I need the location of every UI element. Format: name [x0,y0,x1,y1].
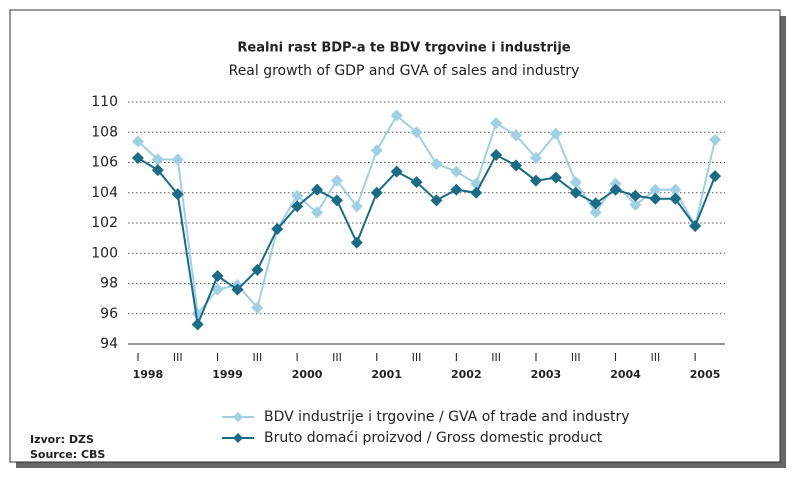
point [649,183,662,196]
y-tick-label: 108 [91,124,118,140]
point [330,194,343,207]
point [291,189,304,202]
point [609,177,622,190]
point [450,183,463,196]
year-label: 2001 [371,368,402,381]
year-label: 2004 [610,368,641,381]
year-label: 1999 [212,368,243,381]
point [390,165,403,178]
y-tick-label: 100 [91,245,118,261]
point [330,174,343,187]
point [490,117,503,130]
point [211,269,224,282]
point [311,206,324,219]
year-label: 2005 [690,368,721,381]
point [689,220,702,233]
x-tick-label: III [412,351,422,364]
point [649,192,662,205]
point [669,192,682,205]
chart-title: Realni rast BDP-a te BDV trgovine i indu… [237,41,570,56]
point [390,109,403,122]
point [131,151,144,164]
x-tick-label: I [614,351,617,364]
x-tick-label: I [694,351,697,364]
y-tick-label: 102 [91,215,118,231]
point [151,153,164,166]
point [569,186,582,199]
point [311,183,324,196]
year-label: 2000 [292,368,323,381]
year-label: 1998 [133,368,164,381]
point [370,186,383,199]
year-label: 2003 [531,368,562,381]
x-tick-label: I [534,351,537,364]
point [251,301,264,314]
point [549,127,562,140]
x-tick-label: III [571,351,581,364]
chart-subtitle: Real growth of GDP and GVA of sales and … [229,63,580,79]
legend-label: BDV industrije i trgovine / GVA of trade… [264,409,630,425]
y-tick-label: 104 [91,185,118,201]
point [589,197,602,210]
y-tick-label: 106 [91,155,118,171]
point [629,189,642,202]
x-tick-label: I [136,351,139,364]
y-tick-label: 110 [91,94,118,110]
frame [9,9,781,463]
source: Source: CBS [30,448,105,461]
point [529,174,542,187]
y-tick-label: 94 [100,336,118,352]
legend-marker [233,433,243,443]
point [609,183,622,196]
point [669,183,682,196]
x-tick-label: I [216,351,219,364]
x-tick-label: III [650,351,660,364]
point [470,186,483,199]
point [510,129,523,142]
point [370,144,383,157]
point [450,165,463,178]
x-tick-label: III [332,351,342,364]
point [549,171,562,184]
point [350,200,363,213]
point [211,283,224,296]
point [350,236,363,249]
point [131,135,144,148]
y-tick-label: 98 [100,276,118,292]
point [171,153,184,166]
x-tick-label: I [375,351,378,364]
point [410,126,423,139]
point [251,263,264,276]
point [430,158,443,171]
point [490,148,503,161]
legend-marker [233,412,243,422]
point [709,170,722,183]
x-tick-label: III [252,351,262,364]
x-tick-label: I [296,351,299,364]
legend-label: Bruto domaći proizvod / Gross domestic p… [264,430,603,446]
point [709,133,722,146]
point [529,151,542,164]
point [629,198,642,211]
point [589,206,602,219]
y-tick-label: 96 [100,306,118,322]
x-tick-label: III [173,351,183,364]
x-tick-label: I [455,351,458,364]
point [271,223,284,236]
point [151,164,164,177]
point [430,194,443,207]
x-tick-label: III [491,351,501,364]
year-label: 2002 [451,368,482,381]
point [410,176,423,189]
point [510,159,523,172]
point [569,176,582,189]
point [171,188,184,201]
point [291,200,304,213]
point [191,318,204,331]
point [231,283,244,296]
source: Izvor: DZS [30,433,94,446]
